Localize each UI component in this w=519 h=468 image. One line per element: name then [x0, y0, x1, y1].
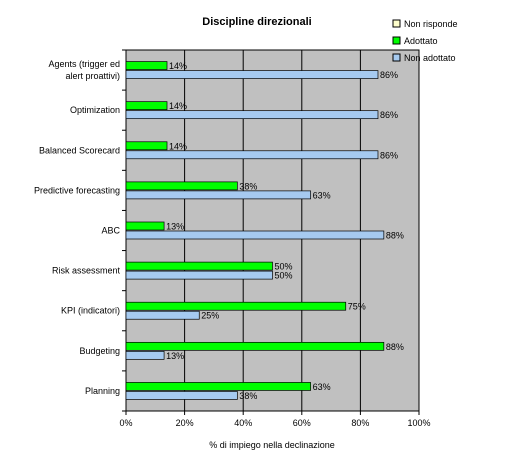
- bar-adottato: [125, 261, 273, 271]
- y-tick-label: Predictive forecasting: [34, 185, 120, 195]
- data-label-adottato: 14%: [169, 61, 187, 71]
- bar-adottato: [125, 301, 347, 311]
- y-tick-label: Agents (trigger ed: [48, 59, 120, 69]
- data-label-non-adottato: 50%: [275, 271, 293, 281]
- x-tick-label: 0%: [119, 418, 132, 428]
- data-label-adottato: 14%: [169, 101, 187, 111]
- bar-adottato: [125, 341, 385, 351]
- chart-title: Discipline direzionali: [202, 16, 311, 28]
- legend-swatch: [392, 19, 401, 28]
- y-tick-label: ABC: [101, 226, 120, 236]
- bar-adottato: [125, 141, 168, 151]
- data-label-adottato: 50%: [275, 262, 293, 272]
- y-tick-label: KPI (indicatori): [61, 306, 120, 316]
- bar-non-adottato: [125, 110, 379, 120]
- data-label-adottato: 38%: [239, 181, 257, 191]
- legend-label: Adottato: [404, 36, 438, 46]
- y-tick-label: Risk assessment: [52, 266, 121, 276]
- bar-non-adottato: [125, 391, 238, 400]
- bar-non-adottato: [125, 230, 385, 240]
- bar-non-adottato: [125, 190, 311, 200]
- gridlines: [184, 50, 361, 411]
- plot-area: [125, 49, 420, 412]
- data-label-non-adottato: 13%: [166, 351, 184, 361]
- y-axis: Agents (trigger ed alert proattivi) Optimi…: [34, 49, 126, 412]
- data-label-non-adottato: 38%: [239, 391, 257, 401]
- x-axis: 0% 20% 40% 60% 80% 100%: [119, 411, 431, 428]
- data-label-adottato: 13%: [166, 222, 184, 232]
- y-tick-label: Planning: [85, 386, 120, 396]
- bar-non-adottato: [125, 350, 165, 360]
- data-label-non-adottato: 25%: [201, 311, 219, 321]
- bar-adottato: [125, 181, 238, 191]
- legend-swatch: [392, 36, 401, 45]
- bar-non-adottato: [125, 270, 273, 280]
- bar-adottato: [125, 101, 168, 111]
- x-tick-label: 40%: [234, 418, 252, 428]
- data-label-adottato: 14%: [169, 141, 187, 151]
- bar-adottato: [125, 221, 165, 231]
- y-tick-label: Optimization: [70, 105, 120, 115]
- legend-label: Non adottato: [404, 53, 456, 63]
- bar-adottato: [125, 61, 168, 70]
- data-label-non-adottato: 86%: [380, 70, 398, 80]
- y-tick-label: Budgeting: [79, 346, 120, 356]
- bar-non-adottato: [125, 310, 200, 320]
- data-label-non-adottato: 88%: [386, 231, 404, 241]
- x-tick-label: 80%: [351, 418, 369, 428]
- legend: Non risponde Adottato Non adottato: [392, 19, 458, 63]
- bar-non-adottato: [125, 150, 379, 160]
- data-label-non-adottato: 86%: [380, 150, 398, 160]
- bar-non-adottato: [125, 70, 379, 79]
- data-label-adottato: 63%: [313, 382, 331, 392]
- data-label-non-adottato: 63%: [313, 190, 331, 200]
- data-label-adottato: 88%: [386, 342, 404, 352]
- data-label-non-adottato: 86%: [380, 110, 398, 120]
- legend-label: Non risponde: [404, 19, 458, 29]
- x-tick-label: 60%: [293, 418, 311, 428]
- bars: 14% 86% 14% 86% 14% 86% 38% 63% 13% 88% 50%50% 75% 2…: [125, 61, 404, 401]
- legend-swatch: [392, 53, 401, 62]
- x-tick-label: 100%: [407, 418, 430, 428]
- y-tick-label: Balanced Scorecard: [39, 145, 120, 155]
- y-tick-label: alert proattivi): [65, 71, 120, 81]
- x-axis-title: % di impiego nella declinazione: [209, 440, 335, 450]
- x-tick-label: 20%: [176, 418, 194, 428]
- bar-adottato: [125, 382, 311, 391]
- data-label-adottato: 75%: [348, 302, 366, 312]
